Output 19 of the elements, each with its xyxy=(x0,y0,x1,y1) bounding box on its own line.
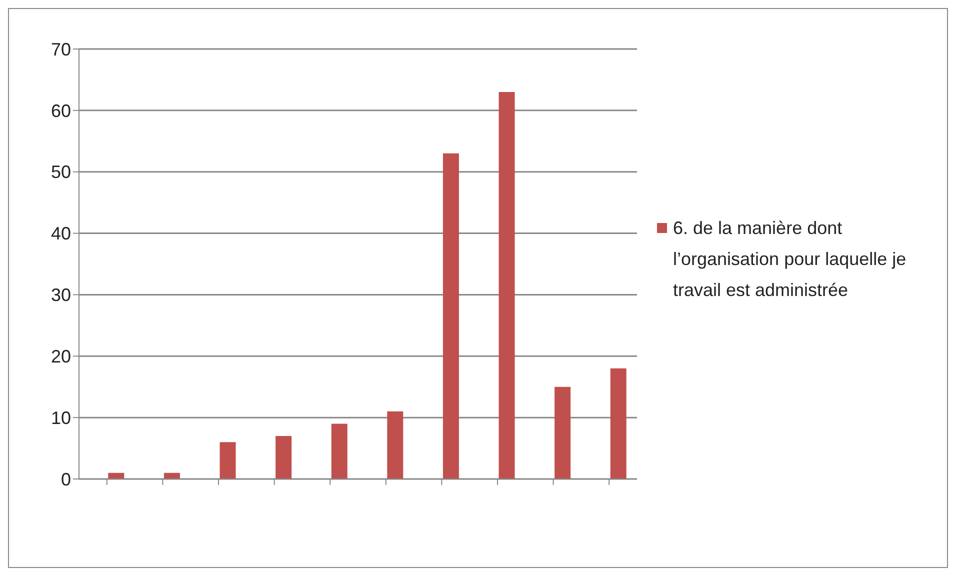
y-tick-label: 10 xyxy=(50,408,71,428)
bar xyxy=(331,424,348,479)
y-tick-label: 30 xyxy=(50,285,71,306)
bar xyxy=(610,368,626,479)
bar xyxy=(442,153,459,479)
bar xyxy=(498,92,515,479)
bar xyxy=(554,386,571,479)
y-tick-label: 20 xyxy=(50,346,71,367)
bar xyxy=(108,472,124,479)
y-tick-label: 60 xyxy=(50,100,71,121)
y-tick-label: 0 xyxy=(60,469,71,490)
legend-label: 6. de la manière dont l’organisation pour laquelle je travail est administrée xyxy=(673,216,908,302)
y-tick-label: 50 xyxy=(50,162,71,182)
bar xyxy=(276,436,292,479)
bar xyxy=(387,411,404,479)
bar xyxy=(220,442,236,479)
y-tick-label: 70 xyxy=(50,39,71,60)
y-tick-label: 40 xyxy=(50,224,71,244)
bar xyxy=(164,472,180,479)
